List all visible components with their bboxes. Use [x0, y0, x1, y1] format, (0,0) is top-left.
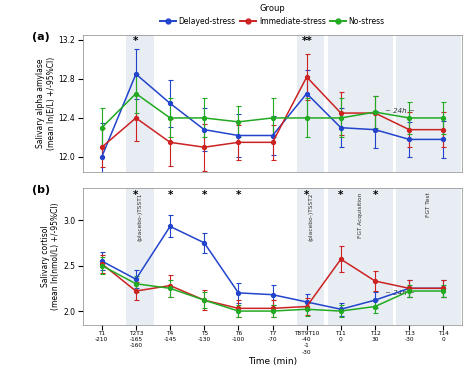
Text: *: *	[133, 36, 138, 46]
Text: *: *	[338, 190, 344, 200]
Text: **: **	[301, 36, 312, 46]
Bar	[127, 35, 154, 172]
Text: (a): (a)	[32, 32, 49, 42]
Text: (placebo-)TSST2: (placebo-)TSST2	[308, 192, 313, 241]
Text: *: *	[304, 190, 310, 200]
Text: *: *	[167, 190, 173, 200]
Y-axis label: Salivary cortisol
(mean ln(nmol/L) +/-95%CI): Salivary cortisol (mean ln(nmol/L) +/-95…	[41, 203, 60, 310]
Text: FGT Acquisition: FGT Acquisition	[358, 192, 363, 238]
Bar	[297, 188, 325, 325]
Y-axis label: Salivary alpha amylase
(mean ln(E/L) +/-95%CI): Salivary alpha amylase (mean ln(E/L) +/-…	[36, 57, 56, 150]
Legend: Delayed-stress, Immediate-stress, No-stress: Delayed-stress, Immediate-stress, No-str…	[160, 4, 385, 25]
Bar	[396, 35, 461, 172]
Text: ~ 24h ~: ~ 24h ~	[385, 290, 415, 296]
Text: (placebo-)TSST1: (placebo-)TSST1	[137, 192, 143, 241]
Text: ~ 24h ~: ~ 24h ~	[385, 108, 415, 114]
Text: FGT Test: FGT Test	[426, 192, 431, 217]
Bar	[297, 35, 325, 172]
Text: *: *	[373, 190, 378, 200]
Bar	[127, 188, 154, 325]
Bar	[328, 35, 393, 172]
X-axis label: Time (min): Time (min)	[248, 357, 297, 366]
Text: *: *	[236, 190, 241, 200]
Text: *: *	[201, 190, 207, 200]
Text: *: *	[133, 190, 138, 200]
Text: (b): (b)	[32, 186, 50, 196]
Bar	[328, 188, 393, 325]
Bar	[396, 188, 461, 325]
